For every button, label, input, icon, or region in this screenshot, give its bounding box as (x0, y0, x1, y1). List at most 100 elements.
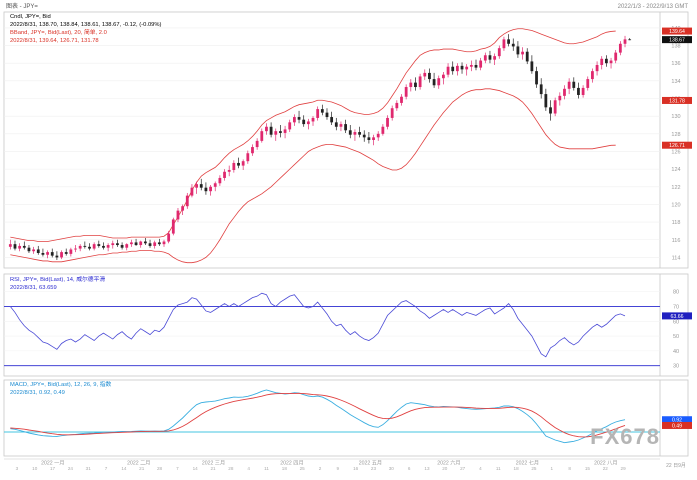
x-day-label: 17 (50, 466, 56, 471)
candle (507, 34, 510, 47)
watermark: FX678 (590, 424, 660, 449)
rsi-tick-label: 60 (673, 319, 679, 325)
candle (516, 41, 520, 58)
candle-body (55, 255, 59, 258)
candle (41, 248, 45, 257)
candle-body (437, 78, 441, 86)
candle-body (8, 244, 12, 247)
x-day-label: 20 (442, 466, 448, 471)
candle (530, 55, 534, 74)
x-day-label: 3 (16, 466, 19, 471)
price-tag-label: 139.64 (669, 29, 685, 35)
candle-body (376, 133, 380, 138)
candle-body (567, 81, 571, 89)
candle (209, 185, 212, 196)
x-month-label: 2022 五月 (359, 460, 382, 467)
candle-body (190, 187, 194, 196)
candle-body (134, 242, 138, 246)
candle (111, 240, 115, 249)
rsi-header: RSI, JPY=, Bid(Last), 14, 威尔德平滑 (10, 275, 105, 283)
x-day-label: 24 (68, 466, 74, 471)
x-month-label: 2022 三月 (202, 460, 225, 467)
x-day-label: 8 (568, 466, 571, 471)
candle-body (483, 55, 487, 61)
candle (623, 35, 627, 48)
candle (567, 78, 571, 95)
candle (353, 129, 357, 141)
candle-body (213, 183, 217, 187)
candle (572, 77, 576, 91)
candle (241, 159, 245, 171)
candle (474, 59, 478, 71)
candle (130, 239, 133, 247)
candle-body (64, 252, 68, 254)
candle (614, 49, 618, 64)
candle-body (358, 132, 361, 135)
candle (437, 75, 441, 89)
candle-body (516, 46, 520, 55)
candle (46, 250, 49, 259)
candle-body (455, 65, 459, 72)
candle (232, 160, 236, 173)
candle-body (223, 171, 226, 178)
candle-body (451, 66, 455, 72)
candle (218, 175, 222, 186)
price-header: Cndl, JPY=, Bid (10, 14, 51, 20)
candle (255, 138, 259, 150)
candle-body (148, 243, 152, 246)
rsi-tick-label: 50 (673, 334, 679, 340)
candle-body (88, 246, 91, 249)
candle (306, 118, 310, 130)
candle (283, 125, 287, 139)
candle (78, 244, 82, 252)
candle-body (227, 170, 231, 172)
candle-body (209, 186, 212, 192)
candle (372, 134, 375, 146)
candle (558, 92, 562, 106)
candle (32, 246, 36, 254)
macd-line (10, 389, 626, 444)
candle-body (50, 252, 54, 256)
candle (190, 184, 194, 198)
candle-body (595, 64, 599, 72)
candle-body (92, 244, 96, 249)
candle (143, 237, 147, 246)
candle (339, 121, 343, 132)
bband-upper-line (10, 28, 616, 242)
candle-body (428, 72, 431, 80)
candle (591, 68, 594, 83)
candle (418, 73, 422, 90)
price-tick-label: 138 (671, 44, 680, 50)
rsi-tag-box (662, 312, 692, 320)
candle (604, 55, 608, 67)
candle-body (36, 249, 40, 253)
candle-body (120, 245, 124, 248)
candle-body (330, 117, 334, 123)
candle (409, 79, 413, 92)
candle-body (474, 64, 478, 68)
candle (581, 85, 585, 98)
macd-signal-line (10, 392, 626, 438)
candle-body (581, 87, 585, 95)
x-month-label: 2022 二月 (127, 460, 150, 467)
x-day-label: 13 (424, 466, 430, 471)
candle (455, 63, 459, 76)
x-month-label: 2022 四月 (280, 460, 303, 467)
candle-body (199, 184, 203, 188)
candle (18, 243, 22, 252)
candle (27, 245, 31, 253)
candle (74, 245, 77, 253)
candle-body (102, 245, 105, 248)
candle-body (232, 162, 236, 171)
candle-body (479, 60, 483, 68)
x-day-label: 1 (550, 466, 553, 471)
candle (316, 106, 320, 121)
candle-body (614, 52, 618, 61)
candle (162, 239, 166, 247)
candle (204, 182, 208, 195)
x-month-label: 2022 七月 (516, 459, 539, 467)
price-tick-label: 116 (672, 238, 681, 244)
candle-body (265, 126, 268, 132)
candle (539, 78, 543, 99)
candle-body (125, 244, 129, 248)
